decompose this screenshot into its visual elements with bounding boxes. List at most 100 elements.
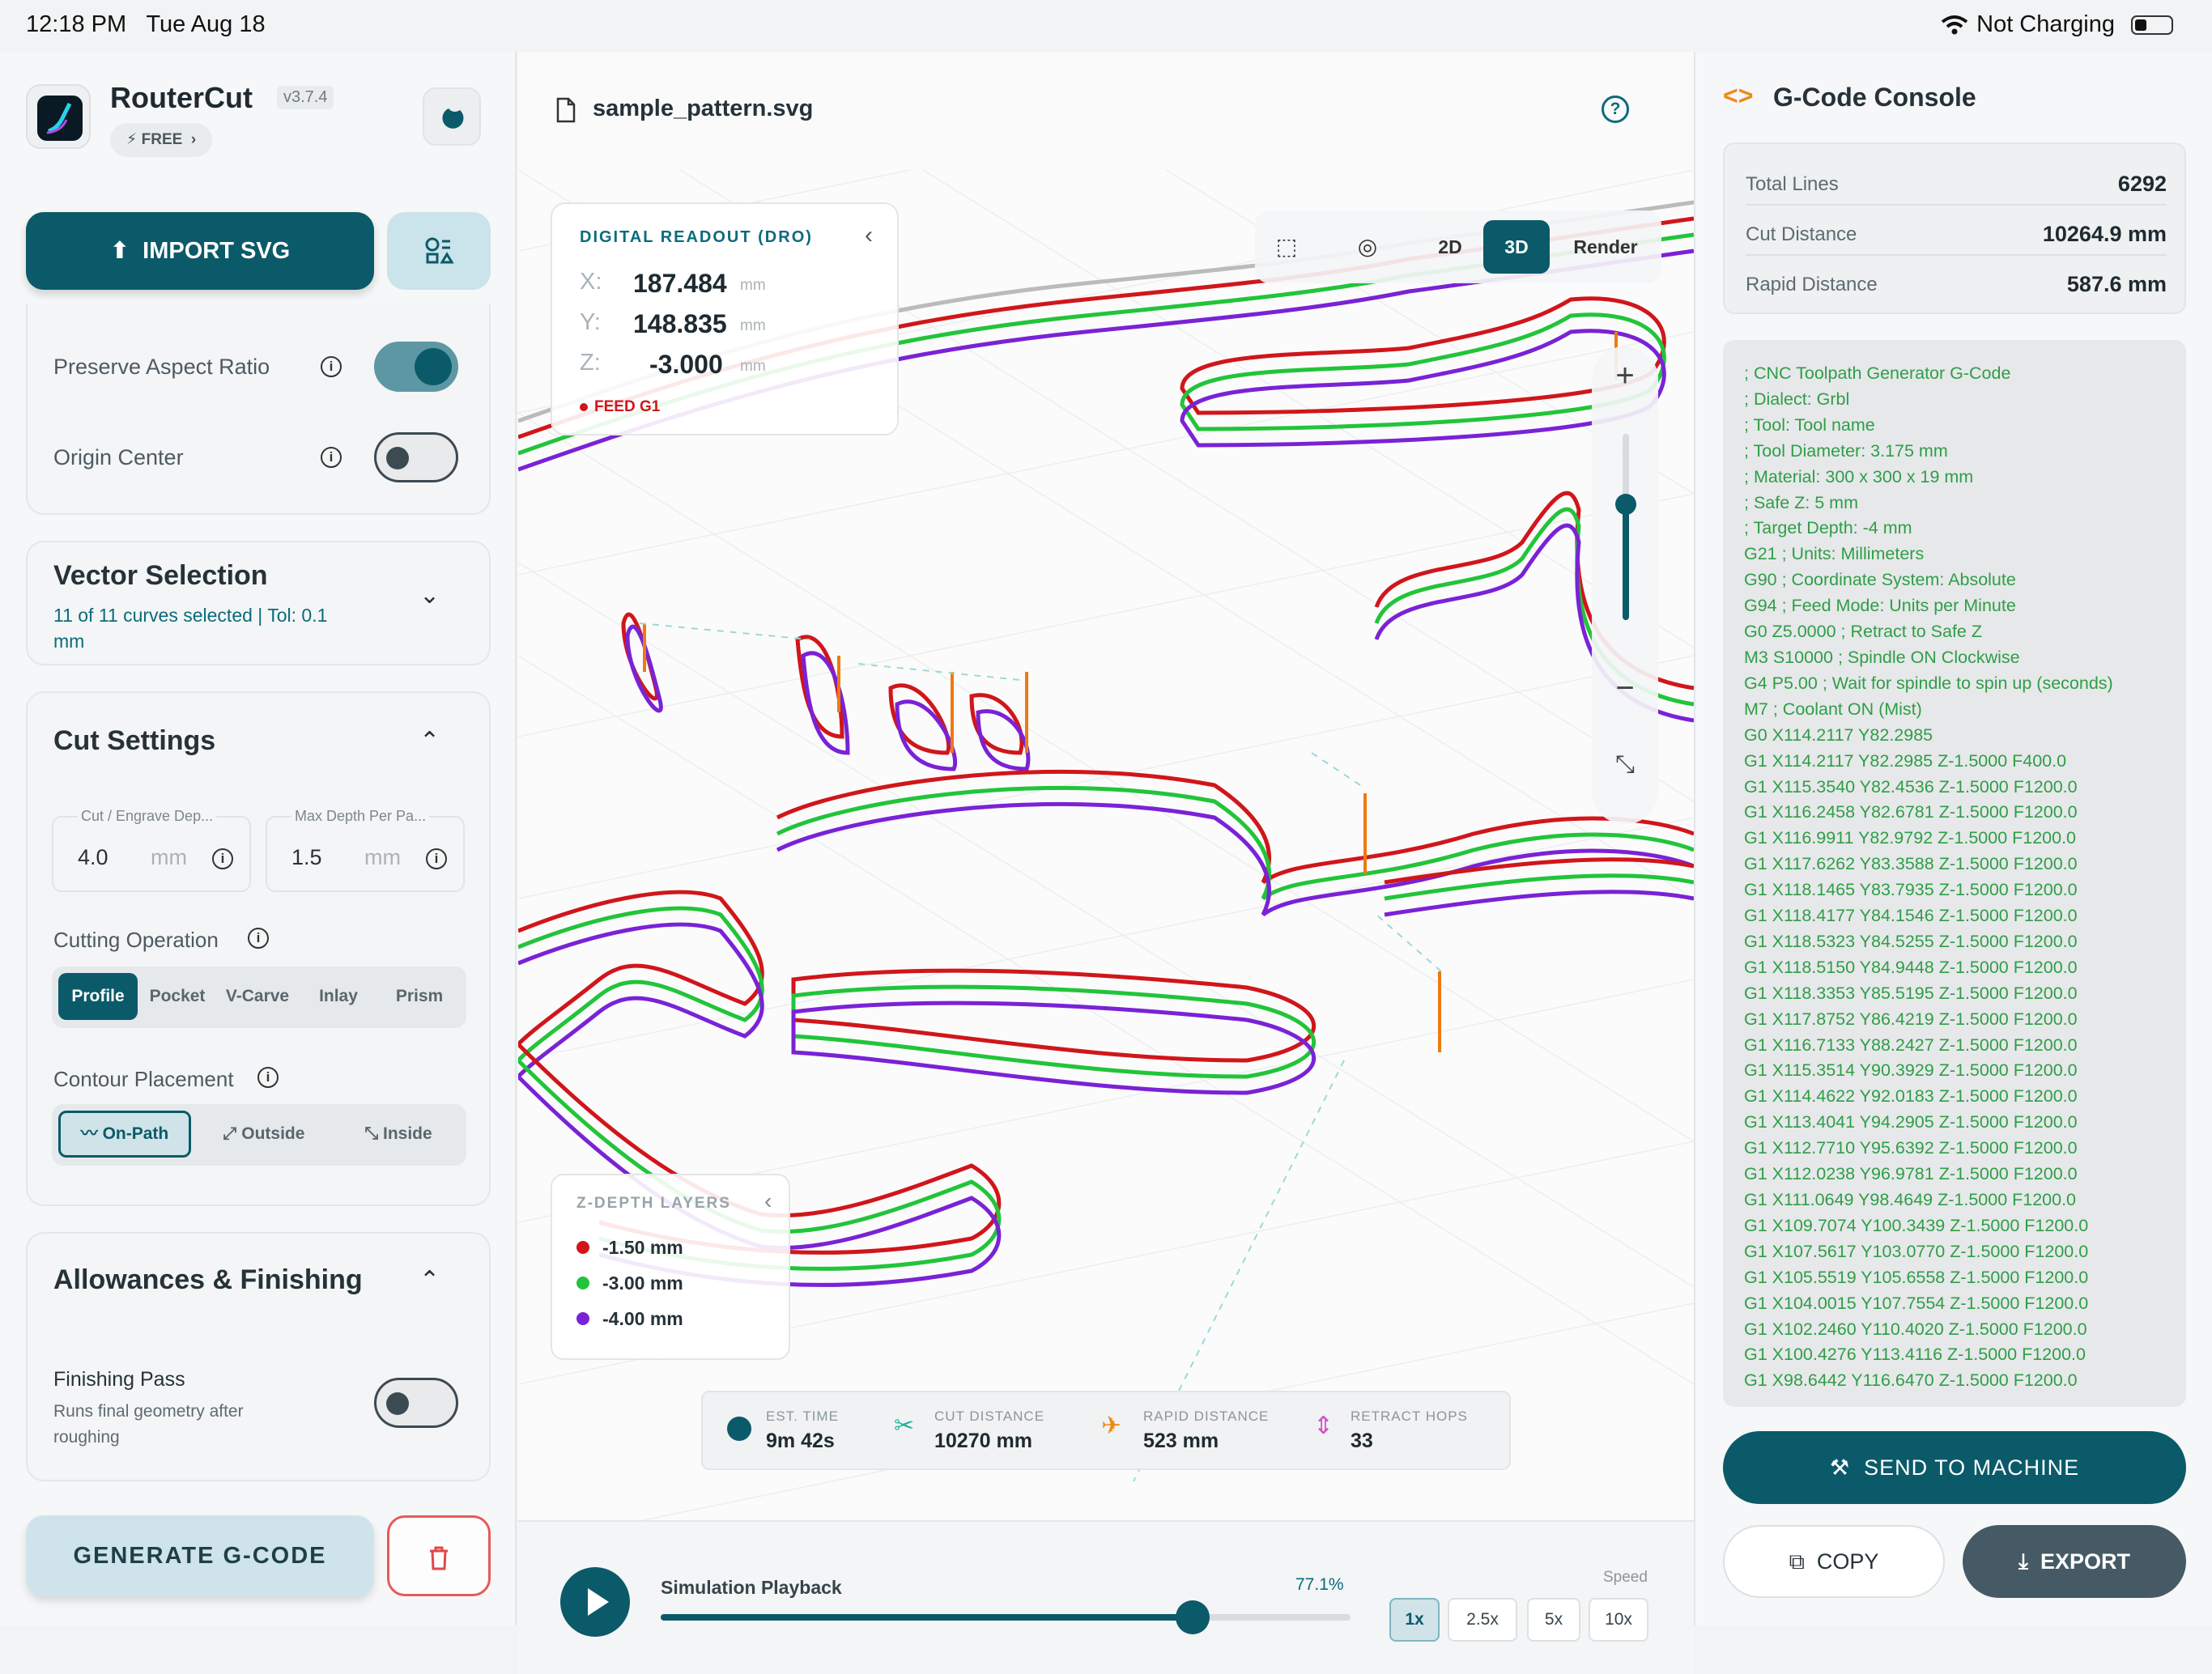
import-svg-button[interactable]: ⬆ IMPORT SVG: [26, 212, 374, 290]
view-3d-button[interactable]: 3D: [1483, 220, 1550, 274]
dro-title: DIGITAL READOUT (DRO): [580, 228, 813, 246]
gcode-line: G1 X116.7133 Y88.2427 Z-1.5000 F1200.0: [1744, 1035, 2078, 1055]
zoom-slider-knob[interactable]: [1615, 494, 1636, 516]
playback-track[interactable]: [661, 1600, 1351, 1634]
dro-collapse-icon[interactable]: ‹: [865, 222, 873, 249]
stat-est-time: EST. TIME 9m 42s: [766, 1408, 839, 1452]
view-render-button[interactable]: Render: [1573, 236, 1638, 257]
gcode-line: G4 P5.00 ; Wait for spindle to spin up (…: [1744, 673, 2113, 693]
vector-selection-card[interactable]: Vector Selection 11 of 11 curves selecte…: [26, 541, 491, 665]
contour-placement-segmented: 〰 On-Path ⤢ Outside ⤡ Inside: [52, 1104, 466, 1166]
allowances-title: Allowances & Finishing: [53, 1264, 363, 1295]
gcode-listing[interactable]: ; CNC Toolpath Generator G-Code ; Dialect…: [1723, 340, 2186, 1407]
generate-gcode-button[interactable]: GENERATE G-CODE: [26, 1515, 374, 1596]
transform-card: Preserve Aspect Ratio i Origin Center i: [26, 304, 491, 515]
contour-inside[interactable]: ⤡ Inside: [364, 1124, 432, 1143]
shapes-button[interactable]: [387, 212, 491, 290]
info-icon[interactable]: i: [321, 356, 342, 377]
dro-panel: DIGITAL READOUT (DRO) ‹ X: 187.484 mm Y: 14…: [551, 202, 899, 435]
chevron-up-icon[interactable]: ⌃: [419, 728, 440, 754]
z-depth-layers-panel: Z-DEPTH LAYERS ‹ -1.50 mm -3.00 mm -4.00…: [551, 1174, 790, 1360]
help-icon[interactable]: ?: [1602, 96, 1629, 123]
layer-item: -1.50 mm: [576, 1237, 683, 1259]
chevron-down-icon[interactable]: ⌄: [419, 582, 440, 609]
trend-icon: 〰: [80, 1124, 98, 1143]
playback-percent: 77.1%: [1295, 1575, 1344, 1594]
op-prism[interactable]: Prism: [395, 987, 444, 1005]
summary-row: Rapid Distance 587.6 mm: [1746, 272, 2167, 296]
max-depth-field[interactable]: Max Depth Per Pa... 1.5 mm i: [266, 808, 465, 892]
playback-knob[interactable]: [1175, 1600, 1210, 1634]
zoom-slider-track[interactable]: [1615, 434, 1636, 620]
z-depth-title: Z-DEPTH LAYERS: [576, 1195, 731, 1212]
layer-color-dot: [576, 1312, 589, 1325]
layer-color-dot: [576, 1277, 589, 1289]
speed-1x-button[interactable]: 1x: [1389, 1598, 1440, 1642]
op-profile[interactable]: Profile: [58, 973, 138, 1020]
gcode-line: ; Target Depth: -4 mm: [1744, 518, 1912, 538]
gcode-line: G1 X109.7074 Y100.3439 Z-1.5000 F1200.0: [1744, 1215, 2089, 1235]
gcode-line: G1 X117.8752 Y86.4219 Z-1.5000 F1200.0: [1744, 1009, 2078, 1029]
speed-label: Speed: [1603, 1569, 1648, 1586]
speed-2-5x-button[interactable]: 2.5x: [1448, 1598, 1517, 1642]
gcode-line: ; Material: 300 x 300 x 19 mm: [1744, 466, 1974, 486]
speed-5x-button[interactable]: 5x: [1527, 1598, 1580, 1642]
gcode-line: G1 X118.5323 Y84.5255 Z-1.5000 F1200.0: [1744, 931, 2078, 951]
gcode-line: ; Tool Diameter: 3.175 mm: [1744, 440, 1948, 461]
op-inlay[interactable]: Inlay: [319, 987, 358, 1005]
zoom-in-button[interactable]: +: [1615, 358, 1635, 393]
fit-selection-icon[interactable]: ⬚: [1275, 234, 1298, 259]
plan-badge[interactable]: ⚡ FREE ›: [110, 123, 213, 157]
gcode-line: G1 X118.5150 Y84.9448 Z-1.5000 F1200.0: [1744, 957, 2078, 977]
zoom-out-button[interactable]: −: [1615, 670, 1635, 706]
info-icon[interactable]: i: [426, 848, 447, 869]
gcode-line: G1 X113.4041 Y94.2905 Z-1.5000 F1200.0: [1744, 1112, 2078, 1132]
app-name: RouterCut: [110, 81, 253, 114]
reset-view-icon[interactable]: ⤡: [1615, 751, 1635, 778]
zoom-control: + − ⤡: [1592, 346, 1658, 824]
gcode-line: G94 ; Feed Mode: Units per Minute: [1744, 596, 2016, 616]
gcode-console-panel: <> G-Code Console Total Lines 6292 Cut D…: [1694, 52, 2212, 1625]
gcode-line: G1 X117.6262 Y83.3588 Z-1.5000 F1200.0: [1744, 854, 2078, 874]
gcode-line: ; Safe Z: 5 mm: [1744, 492, 1858, 512]
info-icon[interactable]: i: [248, 928, 269, 949]
preserve-aspect-toggle[interactable]: [374, 342, 458, 392]
dro-z: Z: -3.000 mm: [580, 350, 766, 379]
origin-center-toggle[interactable]: [374, 432, 458, 482]
focus-icon[interactable]: ◎: [1357, 234, 1378, 259]
copy-button[interactable]: ⧉ COPY: [1723, 1525, 1945, 1598]
play-button[interactable]: [560, 1567, 630, 1637]
info-icon[interactable]: i: [257, 1067, 279, 1088]
contour-outside[interactable]: ⤢ Outside: [223, 1124, 305, 1143]
view-2d-button[interactable]: 2D: [1438, 236, 1462, 257]
finishing-pass-toggle[interactable]: [374, 1378, 458, 1428]
theme-toggle-button[interactable]: [423, 87, 481, 146]
shapes-icon: [425, 237, 454, 264]
export-button[interactable]: ⤓ EXPORT: [1963, 1525, 2186, 1598]
status-bar: 12:18 PM Tue Aug 18 Not Charging: [0, 0, 2212, 52]
summary-row: Total Lines 6292: [1746, 160, 2167, 206]
info-icon[interactable]: i: [212, 848, 233, 869]
dro-x: X: 187.484 mm: [580, 269, 766, 298]
info-icon[interactable]: i: [321, 447, 342, 468]
delete-button[interactable]: [387, 1515, 491, 1596]
gcode-line: G1 X112.7710 Y95.6392 Z-1.5000 F1200.0: [1744, 1138, 2078, 1158]
contour-on-path[interactable]: 〰 On-Path: [58, 1111, 191, 1158]
speed-10x-button[interactable]: 10x: [1589, 1598, 1648, 1642]
send-to-machine-button[interactable]: ⚒ SEND TO MACHINE: [1723, 1431, 2186, 1504]
gcode-line: M7 ; Coolant ON (Mist): [1744, 699, 1922, 719]
gcode-line: G1 X118.4177 Y84.1546 Z-1.5000 F1200.0: [1744, 906, 2078, 926]
chevron-up-icon[interactable]: ⌃: [419, 1267, 440, 1294]
allowances-card: Allowances & Finishing ⌃ Finishing Pass …: [26, 1232, 491, 1481]
contour-placement-label: Contour Placement: [53, 1067, 234, 1091]
moon-icon: [442, 108, 464, 129]
status-time: 12:18 PM Tue Aug 18: [26, 11, 266, 37]
gcode-line: ; Tool: Tool name: [1744, 414, 1875, 435]
op-vcarve[interactable]: V-Carve: [225, 987, 290, 1005]
viewport-panel: sample_pattern.svg ?: [518, 52, 1694, 1674]
op-pocket[interactable]: Pocket: [149, 987, 206, 1005]
cut-depth-field[interactable]: Cut / Engrave Dep... 4.0 mm i: [52, 808, 251, 892]
z-depth-collapse-icon[interactable]: ‹: [764, 1188, 772, 1213]
battery-icon: [2131, 15, 2173, 35]
gcode-line: G1 X115.3514 Y90.3929 Z-1.5000 F1200.0: [1744, 1060, 2078, 1081]
